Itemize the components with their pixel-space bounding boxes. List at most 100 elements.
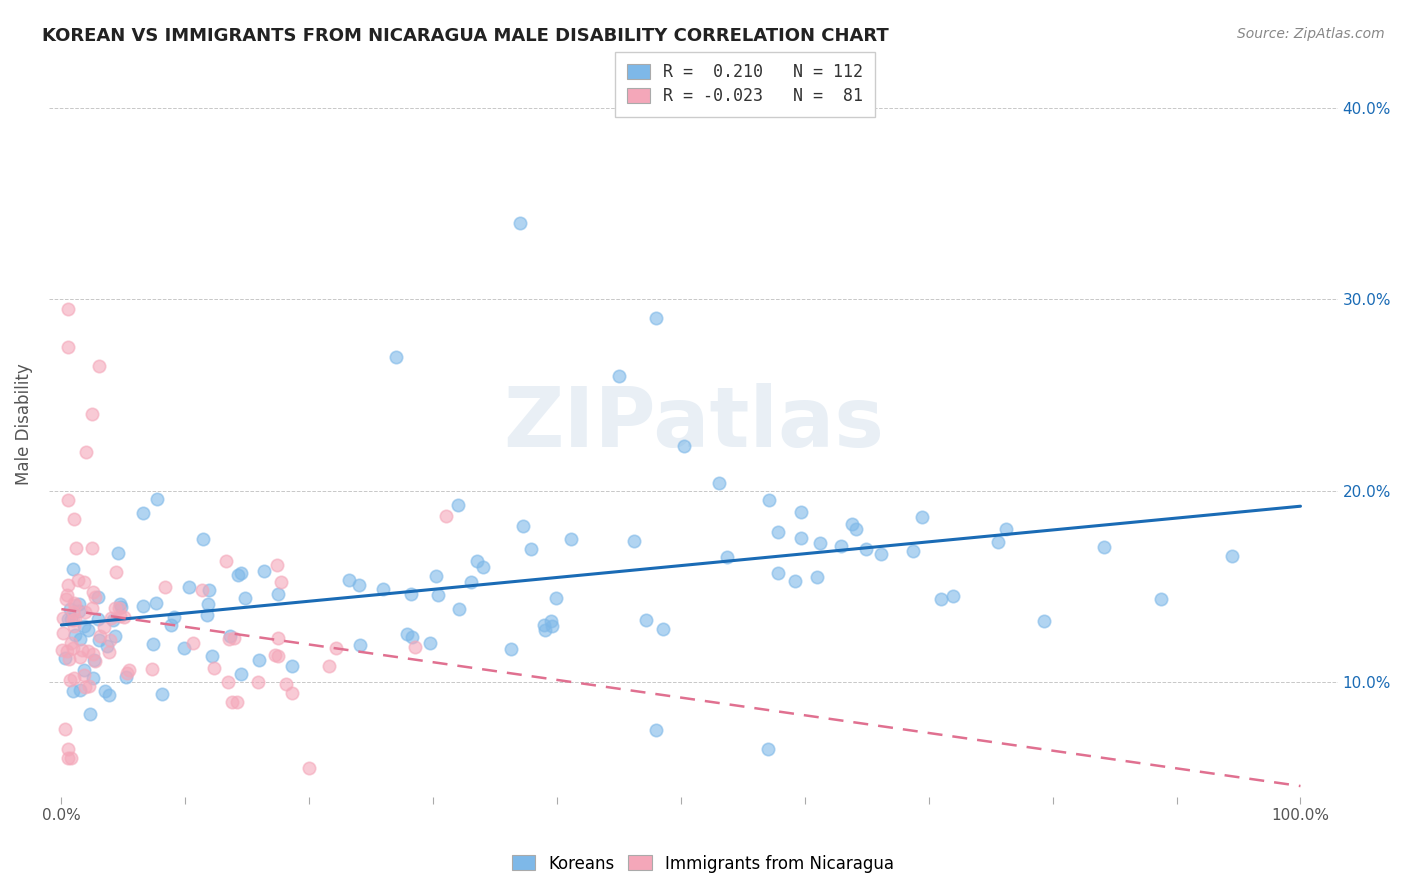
Point: [426, 588, 449, 602]
Point: [281, 659, 304, 673]
Point: [1220, 549, 1243, 563]
Point: [1033, 614, 1056, 628]
Point: [87, 359, 110, 374]
Point: [69, 604, 91, 618]
Point: [63, 619, 86, 633]
Point: [56, 588, 79, 602]
Point: [80, 601, 103, 615]
Point: [56, 340, 79, 354]
Point: [59, 673, 82, 687]
Point: [173, 640, 195, 655]
Point: [785, 574, 807, 588]
Point: [83, 653, 105, 667]
Point: [790, 505, 813, 519]
Point: [82, 541, 104, 556]
Point: [465, 554, 488, 568]
Point: [56, 577, 79, 591]
Point: [267, 648, 290, 663]
Point: [845, 522, 868, 536]
Point: [62, 671, 84, 685]
Point: [59, 636, 82, 650]
Point: [150, 687, 173, 701]
Point: [94, 684, 117, 698]
Point: [132, 599, 155, 613]
Point: [132, 507, 155, 521]
Point: [560, 532, 582, 546]
Point: [501, 641, 523, 656]
Point: [929, 591, 952, 606]
Point: [84, 590, 107, 604]
Point: [193, 533, 215, 547]
Point: [56, 751, 79, 765]
Point: [1094, 541, 1116, 555]
Point: [197, 598, 219, 612]
Point: [651, 623, 673, 637]
Point: [177, 580, 200, 594]
Point: [110, 597, 132, 611]
Point: [115, 666, 138, 681]
Point: [191, 582, 214, 597]
Point: [141, 662, 163, 676]
Legend: Koreans, Immigrants from Nicaragua: Koreans, Immigrants from Nicaragua: [505, 848, 901, 880]
Point: [62, 640, 84, 655]
Point: [318, 659, 340, 673]
Point: [267, 586, 290, 600]
Point: [645, 311, 668, 326]
Point: [221, 695, 243, 709]
Point: [707, 476, 730, 491]
Point: [520, 542, 543, 557]
Point: [59, 602, 82, 616]
Point: [512, 519, 534, 533]
Point: [869, 547, 891, 561]
Point: [56, 742, 79, 756]
Point: [716, 549, 738, 564]
Point: [266, 558, 288, 572]
Point: [841, 517, 863, 532]
Point: [226, 568, 249, 582]
Point: [69, 683, 91, 698]
Point: [73, 619, 96, 633]
Point: [274, 677, 297, 691]
Point: [645, 723, 668, 737]
Point: [449, 602, 471, 616]
Point: [987, 535, 1010, 549]
Point: [76, 644, 98, 658]
Point: [153, 580, 176, 594]
Point: [73, 574, 96, 589]
Point: [82, 671, 104, 685]
Point: [51, 642, 73, 657]
Point: [107, 546, 129, 560]
Point: [56, 493, 79, 508]
Point: [62, 562, 84, 576]
Point: [222, 631, 245, 645]
Point: [942, 589, 965, 603]
Point: [325, 641, 347, 656]
Point: [995, 522, 1018, 536]
Point: [100, 611, 122, 625]
Point: [73, 668, 96, 682]
Point: [97, 645, 120, 659]
Point: [263, 648, 285, 662]
Point: [756, 742, 779, 756]
Point: [198, 583, 221, 598]
Point: [219, 629, 242, 643]
Point: [911, 510, 934, 524]
Text: KOREAN VS IMMIGRANTS FROM NICARAGUA MALE DISABILITY CORRELATION CHART: KOREAN VS IMMIGRANTS FROM NICARAGUA MALE…: [42, 27, 889, 45]
Point: [82, 407, 104, 421]
Point: [87, 612, 110, 626]
Y-axis label: Male Disability: Male Disability: [15, 363, 32, 484]
Point: [104, 629, 127, 643]
Point: [855, 542, 877, 557]
Point: [806, 570, 828, 584]
Point: [217, 675, 239, 690]
Point: [105, 565, 128, 579]
Point: [101, 613, 124, 627]
Point: [77, 623, 100, 637]
Point: [53, 722, 76, 736]
Point: [460, 574, 482, 589]
Point: [790, 531, 813, 545]
Point: [163, 610, 186, 624]
Point: [1149, 592, 1171, 607]
Point: [247, 675, 270, 690]
Point: [62, 596, 84, 610]
